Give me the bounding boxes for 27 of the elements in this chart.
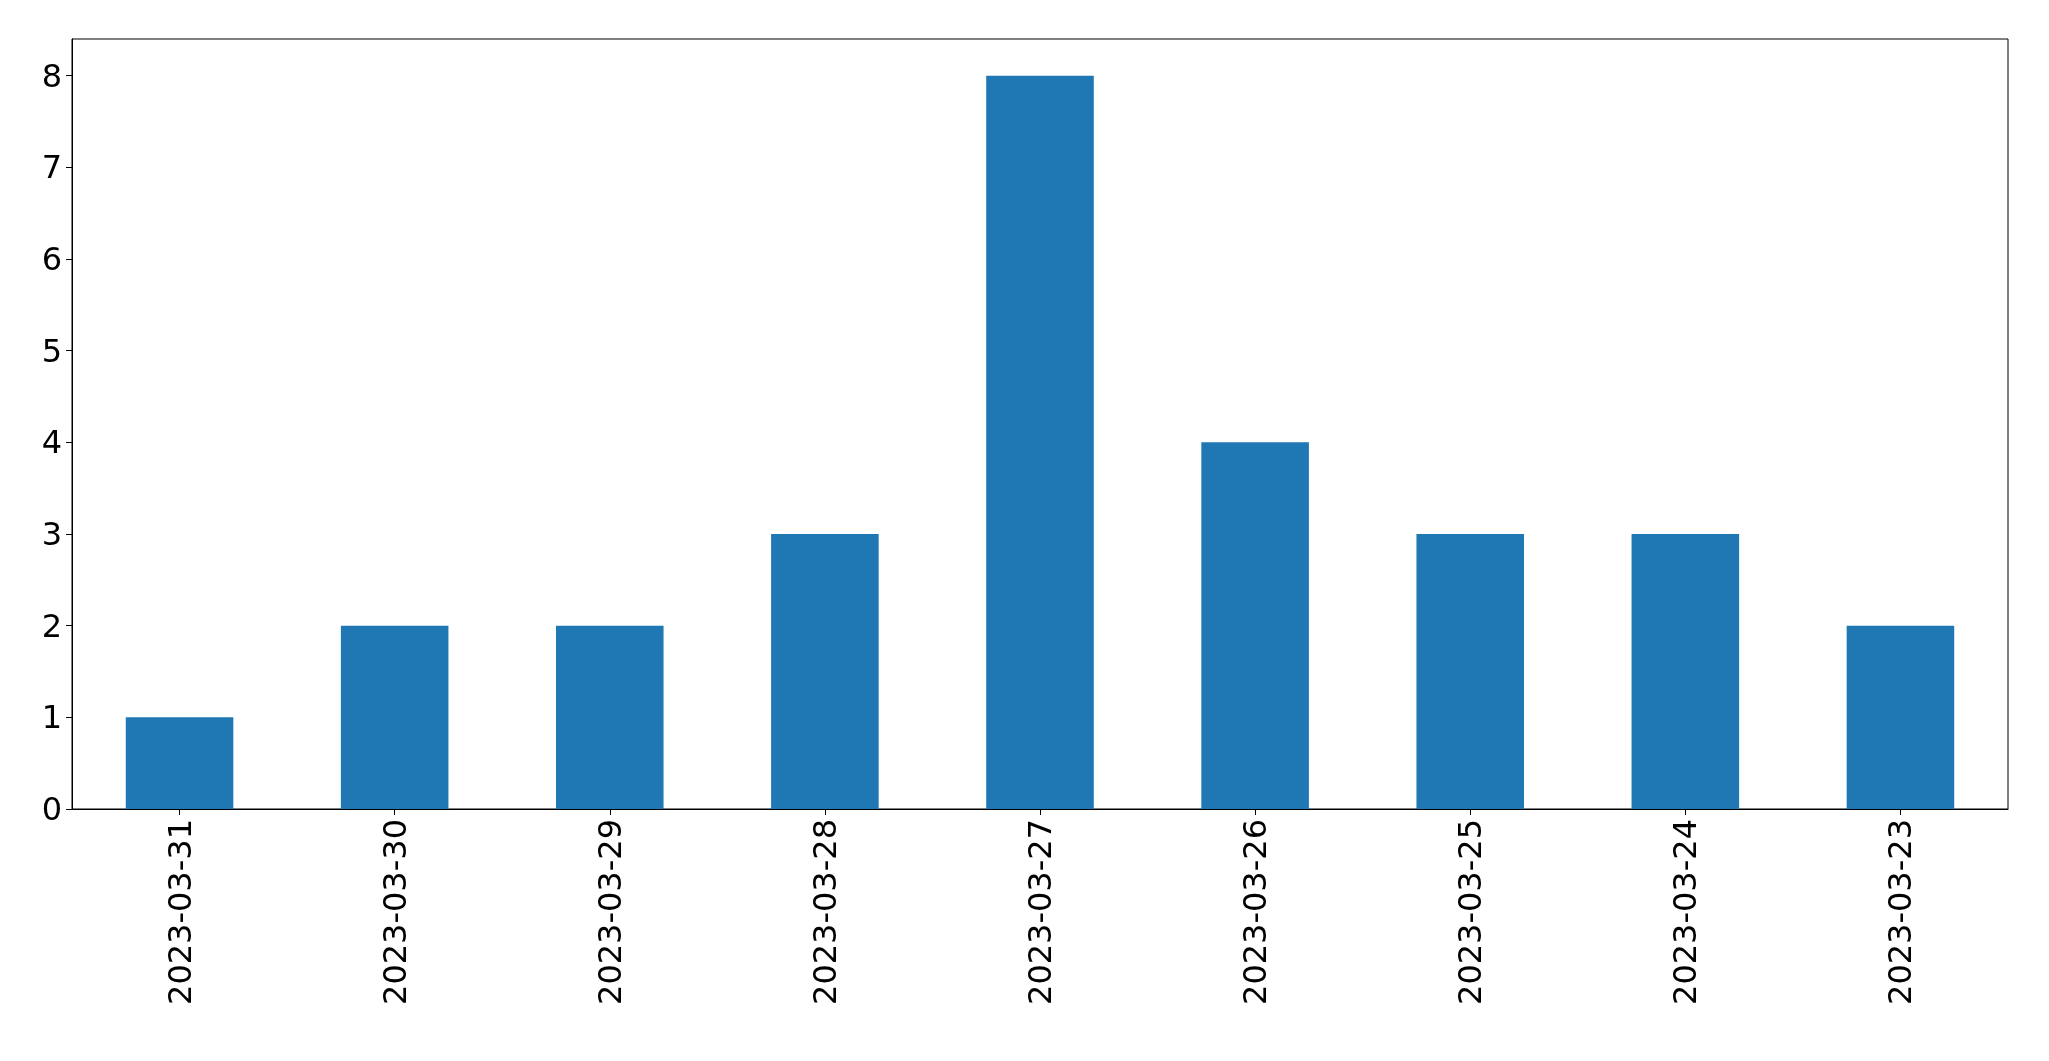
x-tick-label: 2023-03-26 [1236,819,1275,1005]
y-tick-label: 6 [41,240,62,278]
x-tick-label: 2023-03-27 [1021,819,1059,1005]
y-tick-label: 4 [41,423,62,462]
bar [1631,534,1740,809]
bar [986,75,1094,809]
x-tick-label: 2023-03-30 [375,819,414,1005]
bar [1416,534,1524,809]
y-tick-label: 2 [41,606,62,645]
x-tick-label: 2023-03-25 [1451,819,1490,1005]
x-tick-label: 2023-03-28 [805,819,844,1005]
y-tick-label: 7 [41,148,62,187]
bar [1846,625,1955,809]
y-tick-label: 3 [41,515,62,553]
x-tick-label: 2023-03-24 [1666,819,1705,1005]
y-tick-label: 0 [41,790,62,828]
x-tick-label: 2023-03-29 [590,819,629,1005]
y-tick-label: 5 [41,331,62,370]
x-tick-label: 2023-03-31 [160,819,199,1005]
bar [556,625,664,809]
bar [340,625,449,809]
x-tick-label: 2023-03-23 [1881,819,1920,1005]
y-tick-label: 1 [41,698,62,737]
bar [1201,442,1309,809]
y-tick-label: 8 [41,56,62,95]
bar [771,534,879,809]
bar [125,717,234,809]
